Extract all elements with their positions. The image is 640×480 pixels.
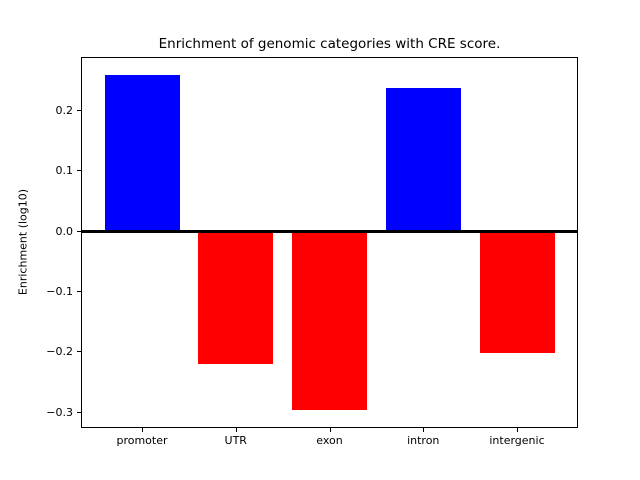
bar-UTR [198, 231, 274, 365]
y-axis-label: Enrichment (log10) [16, 188, 30, 296]
y-tick-label: −0.2 [46, 345, 73, 359]
x-tick-label: promoter [116, 434, 168, 447]
x-tick-label: exon [316, 434, 343, 447]
y-tick-label: 0.1 [55, 164, 74, 178]
x-tick-mark [329, 428, 331, 432]
x-tick-mark [423, 428, 425, 432]
y-tick-mark [77, 290, 81, 292]
zero-line [82, 230, 577, 233]
y-tick-mark [77, 230, 81, 232]
y-tick-mark [77, 170, 81, 172]
x-tick-label: intron [407, 434, 440, 447]
plot-area [81, 57, 578, 428]
y-tick-mark [77, 109, 81, 111]
y-tick-label: −0.3 [46, 405, 73, 419]
x-tick-label: UTR [224, 434, 247, 447]
chart-title: Enrichment of genomic categories with CR… [158, 36, 501, 52]
x-tick-mark [517, 428, 518, 432]
y-tick-label: 0.2 [55, 103, 74, 117]
bar-intron [385, 88, 461, 232]
x-tick-label: intergenic [489, 434, 545, 447]
x-tick-mark [235, 428, 237, 432]
y-tick-mark [77, 351, 81, 353]
bar-exon [292, 231, 367, 411]
bar-promoter [104, 74, 180, 232]
x-tick-mark [142, 428, 143, 432]
y-tick-label: −0.1 [46, 284, 73, 298]
bar-intergenic [479, 231, 555, 354]
y-tick-label: 0.0 [55, 224, 74, 238]
y-tick-mark [77, 411, 81, 413]
